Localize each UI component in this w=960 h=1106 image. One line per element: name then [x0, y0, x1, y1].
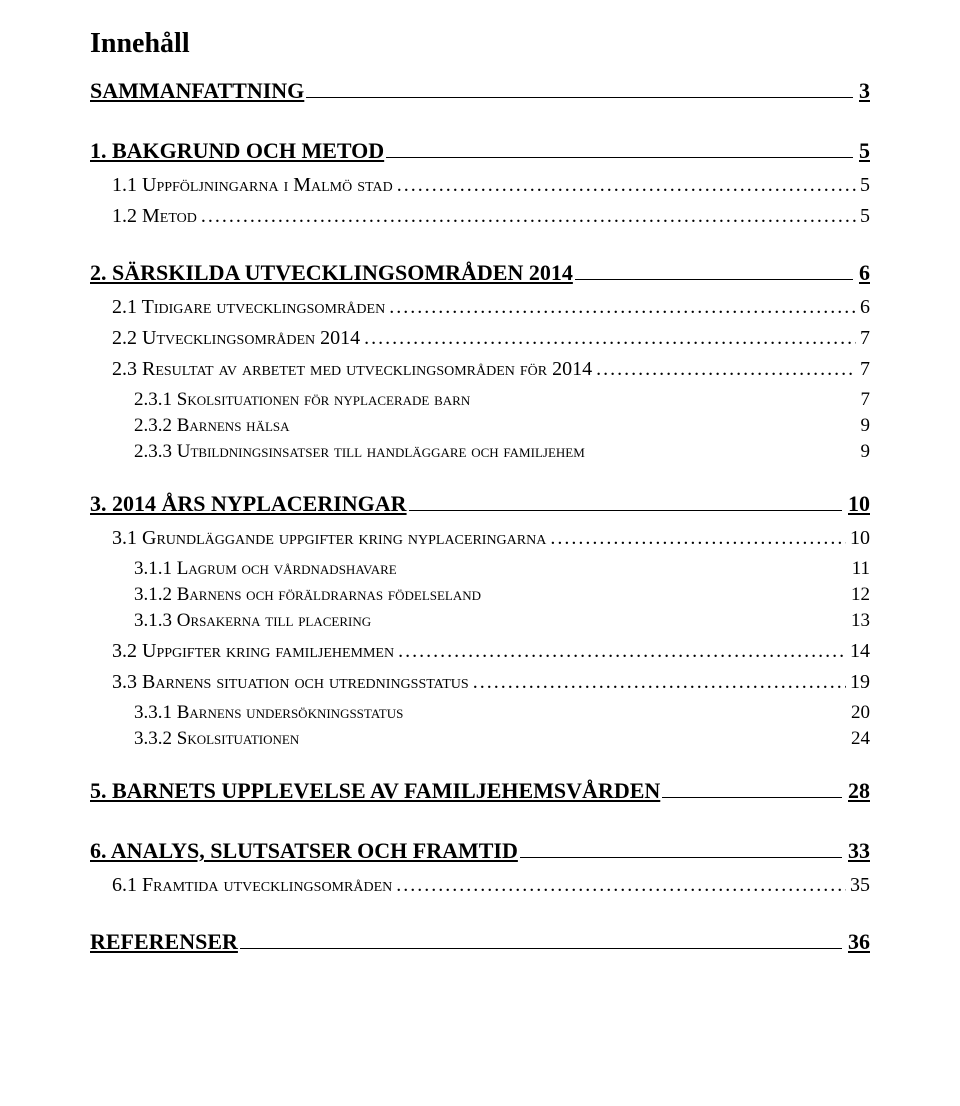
toc-entry-label: 2.2 Utvecklingsområden 2014 [112, 327, 360, 350]
toc-entry-label: 2.1 Tidigare utvecklingsområden [112, 296, 385, 319]
toc-entry: 1.1 Uppföljningarna i Malmö stad 5 [112, 174, 870, 197]
toc-entry-label: 2. SÄRSKILDA UTVECKLINGSOMRÅDEN 2014 [90, 260, 573, 286]
toc-entry-label: 2.3.3 Utbildningsinsatser till handlägga… [134, 441, 585, 463]
toc-entry-page: 6 [860, 296, 870, 319]
toc-entry-label: REFERENSER [90, 929, 238, 955]
toc-entry: 2.3.1 Skolsituationen för nyplacerade ba… [134, 389, 870, 411]
toc-entry-label: 3.2 Uppgifter kring familjehemmen [112, 640, 394, 663]
toc-entry-page: 11 [852, 558, 870, 580]
toc-entry-page: 9 [861, 415, 871, 437]
toc-entry: 3.3 Barnens situation och utredningsstat… [112, 671, 870, 694]
toc-entry: REFERENSER 36 [90, 929, 870, 955]
toc-leader [550, 527, 846, 550]
toc-entry: 1.2 Metod 5 [112, 205, 870, 228]
toc-leader [201, 205, 856, 228]
toc-entry-label: 3.1.1 Lagrum och vårdnadshavare [134, 558, 397, 580]
toc-leader [364, 327, 856, 350]
toc-entry: 3.3.1 Barnens undersökningsstatus 20 [134, 702, 870, 724]
toc-leader [409, 510, 842, 511]
toc-leader [575, 279, 853, 280]
toc-entry-page: 5 [859, 138, 870, 164]
toc-entry: 3.1.3 Orsakerna till placering 13 [134, 610, 870, 632]
toc-entry-page: 5 [860, 205, 870, 228]
toc-entry: 6. ANALYS, SLUTSATSER OCH FRAMTID 33 [90, 838, 870, 864]
toc-page: Innehåll SAMMANFATTNING 3 1. BAKGRUND OCH … [0, 0, 960, 1106]
toc-entry-page: 24 [851, 728, 870, 750]
toc-entry-label: 1.1 Uppföljningarna i Malmö stad [112, 174, 393, 197]
toc-entry: 2. SÄRSKILDA UTVECKLINGSOMRÅDEN 2014 6 [90, 260, 870, 286]
toc-leader [306, 97, 853, 98]
toc-entry-page: 36 [848, 929, 870, 955]
toc-entry-page: 35 [850, 874, 870, 897]
toc-entry-page: 10 [850, 527, 870, 550]
toc-entry-label: 2.3.1 Skolsituationen för nyplacerade ba… [134, 389, 470, 411]
toc-entry-label: 1. BAKGRUND OCH METOD [90, 138, 384, 164]
toc-entry: 3.1.1 Lagrum och vårdnadshavare 11 [134, 558, 870, 580]
toc-entry-page: 7 [861, 389, 871, 411]
toc-entry-label: SAMMANFATTNING [90, 78, 304, 104]
toc-entry-label: 3.3.1 Barnens undersökningsstatus [134, 702, 403, 724]
toc-entry-label: 3.1.2 Barnens och föräldrarnas födelsela… [134, 584, 481, 606]
toc-entry-page: 10 [848, 491, 870, 517]
toc-entry: 2.3.3 Utbildningsinsatser till handlägga… [134, 441, 870, 463]
toc-leader [240, 948, 842, 949]
toc-entry-label: 3.1 Grundläggande uppgifter kring nyplac… [112, 527, 546, 550]
toc-leader [473, 671, 846, 694]
toc-entry-label: 5. BARNETS UPPLEVELSE AV FAMILJEHEMSVÅRD… [90, 778, 660, 804]
toc-entry: 2.3 Resultat av arbetet med utvecklingso… [112, 358, 870, 381]
toc-entry-page: 14 [850, 640, 870, 663]
toc-entry: 2.3.2 Barnens hälsa 9 [134, 415, 870, 437]
toc-leader [396, 874, 846, 897]
toc-entry: 2.2 Utvecklingsområden 2014 7 [112, 327, 870, 350]
toc-entry-page: 12 [851, 584, 870, 606]
toc-entry-page: 5 [860, 174, 870, 197]
toc-entry: 3.2 Uppgifter kring familjehemmen 14 [112, 640, 870, 663]
toc-leader [520, 857, 842, 858]
toc-entry: 5. BARNETS UPPLEVELSE AV FAMILJEHEMSVÅRD… [90, 778, 870, 804]
toc-entry-page: 3 [859, 78, 870, 104]
toc-title: Innehåll [90, 28, 870, 60]
toc-leader [386, 157, 853, 158]
toc-entry: 3. 2014 ÅRS NYPLACERINGAR 10 [90, 491, 870, 517]
toc-entry-label: 3. 2014 ÅRS NYPLACERINGAR [90, 491, 407, 517]
toc-entry-label: 6.1 Framtida utvecklingsområden [112, 874, 392, 897]
toc-entry-page: 20 [851, 702, 870, 724]
toc-leader [398, 640, 846, 663]
toc-entry-page: 13 [851, 610, 870, 632]
toc-entry-page: 9 [861, 441, 871, 463]
toc-entry-label: 3.3.2 Skolsituationen [134, 728, 299, 750]
toc-entry-page: 33 [848, 838, 870, 864]
toc-leader [596, 358, 856, 381]
toc-entry-page: 7 [860, 327, 870, 350]
toc-entry: 3.1.2 Barnens och föräldrarnas födelsela… [134, 584, 870, 606]
toc-entry-page: 7 [860, 358, 870, 381]
toc-body: SAMMANFATTNING31. BAKGRUND OCH METOD51.1… [90, 78, 870, 955]
toc-entry: 3.1 Grundläggande uppgifter kring nyplac… [112, 527, 870, 550]
toc-entry: 2.1 Tidigare utvecklingsområden 6 [112, 296, 870, 319]
toc-entry-label: 1.2 Metod [112, 205, 197, 228]
toc-entry-page: 28 [848, 778, 870, 804]
toc-entry-label: 6. ANALYS, SLUTSATSER OCH FRAMTID [90, 838, 518, 864]
toc-entry-page: 6 [859, 260, 870, 286]
toc-leader [389, 296, 856, 319]
toc-entry: 1. BAKGRUND OCH METOD 5 [90, 138, 870, 164]
toc-entry-label: 2.3.2 Barnens hälsa [134, 415, 290, 437]
toc-entry-page: 19 [850, 671, 870, 694]
toc-entry-label: 3.1.3 Orsakerna till placering [134, 610, 371, 632]
toc-leader [662, 797, 842, 798]
toc-entry: 3.3.2 Skolsituationen 24 [134, 728, 870, 750]
toc-entry: SAMMANFATTNING 3 [90, 78, 870, 104]
toc-entry-label: 3.3 Barnens situation och utredningsstat… [112, 671, 469, 694]
toc-entry: 6.1 Framtida utvecklingsområden 35 [112, 874, 870, 897]
toc-entry-label: 2.3 Resultat av arbetet med utvecklingso… [112, 358, 592, 381]
toc-leader [397, 174, 856, 197]
